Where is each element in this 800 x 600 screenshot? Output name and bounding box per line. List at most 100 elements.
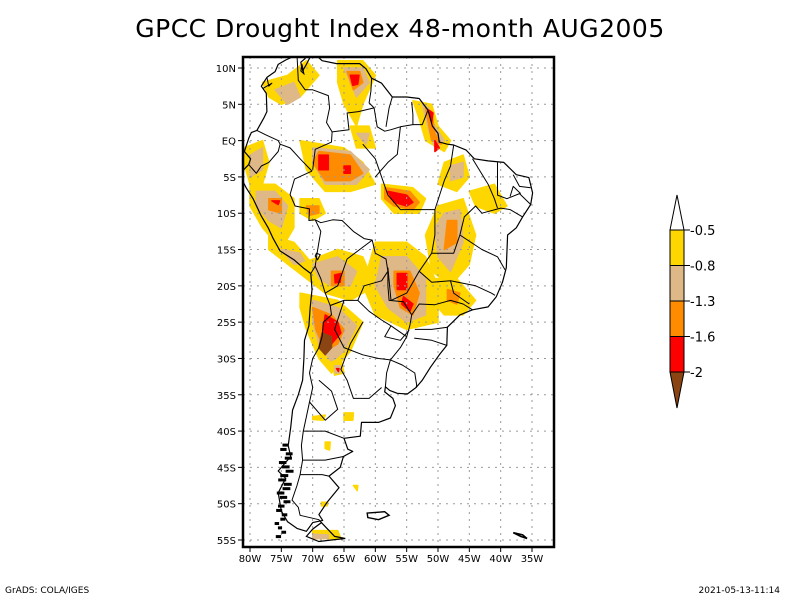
border-line [248,144,281,174]
drought-patch-d08 [274,81,301,106]
fjord-coast [275,535,282,539]
legend-bottom-arrow [669,371,685,409]
fjord-coast [280,447,287,451]
lat-tick-label: 40S [217,427,236,438]
lat-tick-label: EQ [222,137,236,148]
country-borders [248,57,532,523]
lon-tick-label: 50W [427,554,450,565]
lat-tick-label: 15S [217,246,236,257]
border-line [384,325,410,341]
border-line [497,162,532,205]
border-line [303,430,345,439]
south-georgia-outline [512,531,528,540]
drought-patch-d08 [355,132,370,145]
drought-patch-d05 [352,484,359,492]
fjord-coast [278,504,285,508]
legend-swatch [669,265,685,302]
border-line [400,102,414,128]
fjord-coast [282,443,289,447]
fjord-coast [281,530,287,534]
fjord-coast [283,500,291,504]
legend-top-arrow [669,194,685,231]
drought-patch-d16 [335,367,340,373]
border-line [472,158,498,209]
border-line [414,326,448,330]
lat-tick-label: 20S [217,282,236,293]
drought-patch-d16 [318,154,330,171]
legend-label: -0.8 [690,260,715,275]
drought-patches [243,59,508,540]
lat-tick-label: 30S [217,354,236,365]
drought-patch-d05 [468,183,508,214]
falklands-outline [366,510,391,521]
lat-tick-label: 50S [217,500,236,511]
fjord-coast [283,482,292,486]
fjord-coast [279,495,288,499]
border-line [300,474,330,477]
lat-tick-label: 55S [217,536,236,547]
border-line [357,271,413,338]
legend-label: -1.3 [690,295,715,310]
legend-swatch [669,300,685,337]
drought-patch-d16 [349,74,360,87]
coastline [243,57,534,543]
latitude-axis: 10N 5N EQ 5S 10S 15S 20S 25S 30S 35S 40S 45S 50S 55S [216,64,243,547]
fjord-coast [278,461,287,465]
drought-patch-d16 [343,165,352,175]
border-line [368,78,401,178]
fjord-coast [276,491,285,495]
lon-tick-label: 35W [521,554,544,565]
border-line [387,267,420,301]
drought-patch-d05 [343,412,355,421]
border-line [310,219,322,274]
fjord-coast [285,452,293,456]
longitude-axis: 80W 75W 70W 65W 60W 55W 50W 45W 40W 35W [239,547,544,565]
fjord-coast [281,513,288,517]
fjord-coast [277,526,283,530]
border-line [262,77,273,89]
lake-outline [300,64,305,76]
legend-swatch [669,336,685,373]
map-frame [241,55,556,549]
legend-label: -0.5 [690,224,715,239]
border-line [512,174,531,189]
grads-credit: GrADS: COLA/IGES [5,586,90,596]
border-line [309,379,339,421]
border-line [289,170,316,221]
drought-patch-d16 [271,200,281,206]
border-line [509,185,522,197]
border-line [334,300,391,361]
border-line [385,96,393,127]
fjord-coast [285,469,294,473]
border-line [390,359,418,388]
lon-tick-label: 70W [301,554,324,565]
lon-tick-label: 65W [333,554,356,565]
border-line [314,219,389,306]
border-line [459,234,506,271]
lat-tick-label: 45S [217,463,236,474]
lon-tick-label: 60W [364,554,387,565]
border-line [412,109,429,126]
lon-tick-label: 55W [395,554,418,565]
fjord-coast [282,487,291,491]
lat-tick-label: 35S [217,391,236,402]
color-legend: -0.5 -0.8 -1.3 -1.6 -2 [669,194,715,409]
border-line [291,305,332,523]
lake-outline [314,252,321,261]
lat-tick-label: 25S [217,318,236,329]
legend-label: -1.6 [690,331,715,346]
border-line [411,299,473,316]
drought-patch-d16 [396,272,408,291]
drought-patch-d05 [324,441,331,451]
lon-tick-label: 75W [270,554,293,565]
lon-tick-label: 40W [489,554,512,565]
lat-tick-label: 5S [223,173,236,184]
border-line [414,337,447,346]
drought-patch-d13 [305,205,320,217]
fjord-coast [281,465,290,469]
border-line [324,239,373,294]
page-title: GPCC Drought Index 48-month AUG2005 [135,14,665,43]
legend-label: -2 [690,366,703,381]
drought-patch-d08 [449,161,464,182]
